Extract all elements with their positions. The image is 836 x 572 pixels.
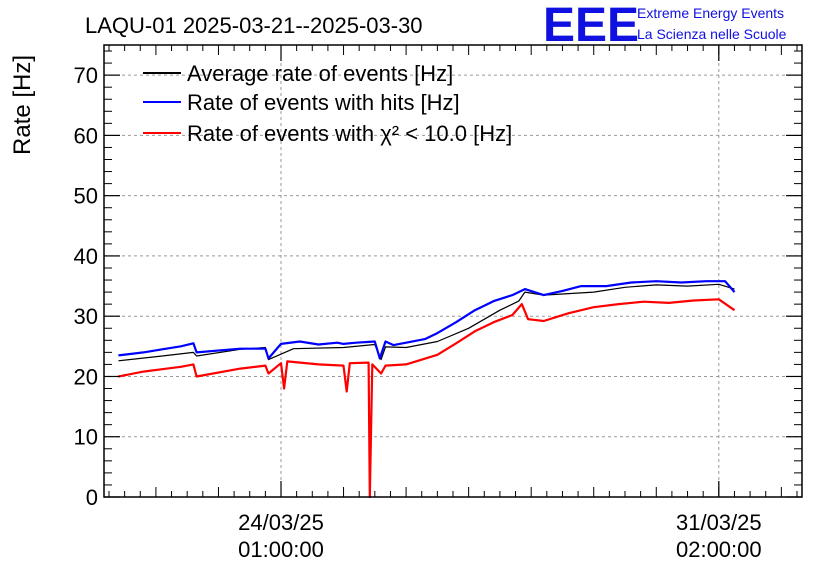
x-tick-time: 01:00:00 bbox=[238, 537, 324, 562]
series-line-1 bbox=[118, 280, 736, 360]
x-tick-date: 31/03/25 bbox=[676, 510, 762, 535]
x-tick-time: 02:00:00 bbox=[676, 537, 762, 562]
x-tick-date: 24/03/25 bbox=[238, 510, 324, 535]
y-axis-label: Rate [Hz] bbox=[9, 55, 36, 155]
eee-logo-text: EEE bbox=[543, 0, 639, 52]
legend: Average rate of events [Hz] Rate of event… bbox=[143, 61, 512, 146]
brand-line-2: La Scienza nelle Scuole bbox=[637, 26, 787, 42]
legend-label-2: Rate of events with χ² < 10.0 [Hz] bbox=[187, 121, 512, 146]
y-tick-label: 60 bbox=[74, 123, 98, 148]
y-tick-label: 70 bbox=[74, 63, 98, 88]
y-tick-label: 20 bbox=[74, 364, 98, 389]
series-layer bbox=[118, 280, 736, 499]
legend-label-0: Average rate of events [Hz] bbox=[187, 61, 453, 86]
grid bbox=[104, 45, 802, 497]
y-tick-label: 50 bbox=[74, 184, 98, 209]
y-tick-label: 10 bbox=[74, 425, 98, 450]
series-line-2 bbox=[118, 298, 736, 499]
series-line-0 bbox=[118, 283, 735, 362]
legend-label-1: Rate of events with hits [Hz] bbox=[187, 90, 460, 115]
chart-title: LAQU-01 2025-03-21--2025-03-30 bbox=[85, 13, 423, 38]
y-tick-label: 30 bbox=[74, 304, 98, 329]
y-tick-label: 40 bbox=[74, 244, 98, 269]
eee-logo: EEE bbox=[543, 0, 639, 52]
brand-line-1: Extreme Energy Events bbox=[637, 5, 784, 21]
y-tick-label: 0 bbox=[86, 485, 98, 510]
